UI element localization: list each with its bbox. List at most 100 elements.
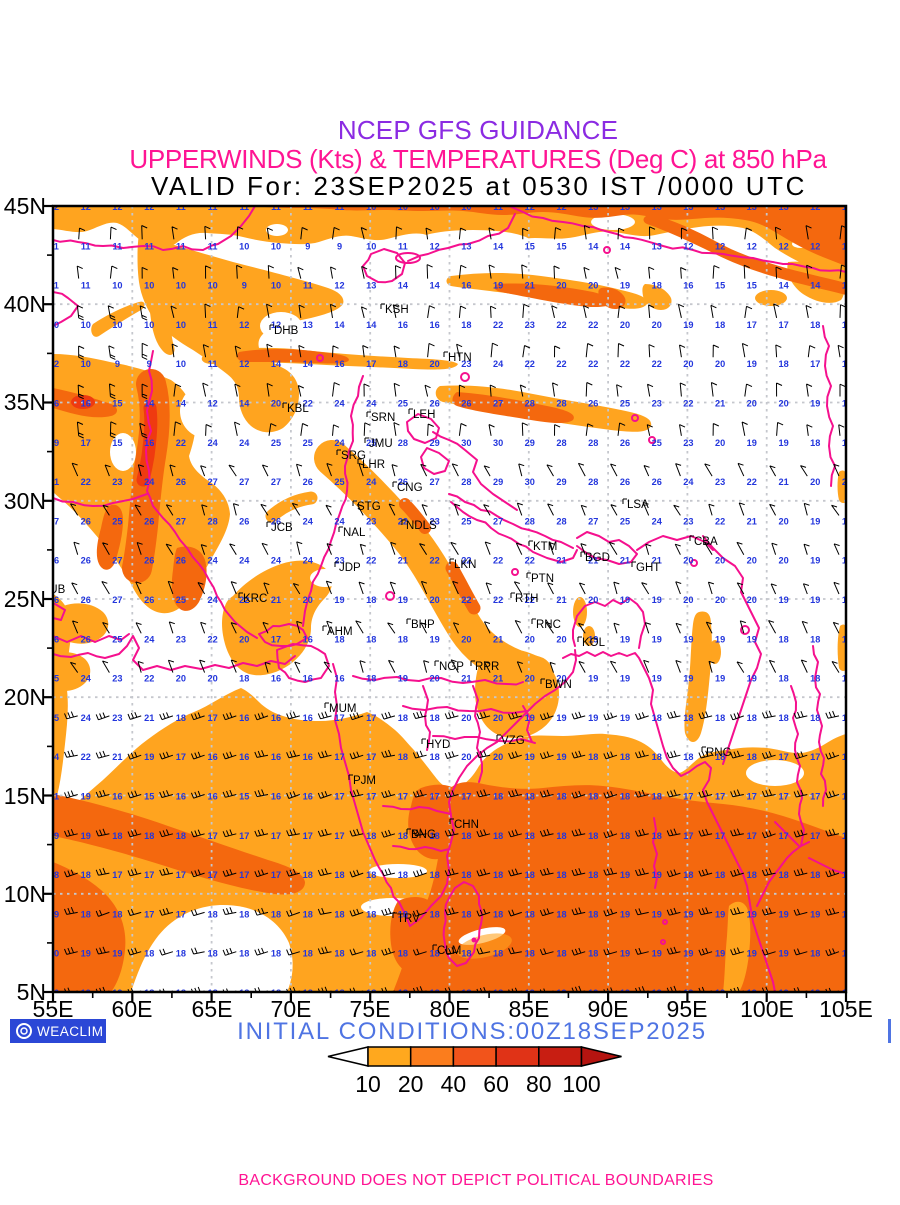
svg-text:18: 18 (461, 909, 471, 919)
svg-text:17: 17 (366, 792, 376, 802)
svg-text:9: 9 (147, 359, 152, 369)
svg-text:LSA: LSA (627, 499, 649, 511)
svg-text:10: 10 (366, 241, 376, 251)
svg-text:24: 24 (81, 713, 92, 723)
svg-text:16: 16 (842, 359, 852, 369)
svg-text:20: 20 (683, 359, 693, 369)
svg-text:10: 10 (112, 281, 122, 291)
svg-text:17: 17 (176, 909, 186, 919)
svg-text:21: 21 (652, 556, 662, 566)
svg-text:18: 18 (366, 831, 376, 841)
svg-text:12: 12 (810, 202, 820, 212)
svg-text:35N: 35N (4, 389, 46, 415)
svg-text:24: 24 (366, 477, 377, 487)
svg-text:16: 16 (303, 792, 313, 802)
svg-text:19: 19 (429, 634, 439, 644)
svg-text:22: 22 (588, 320, 598, 330)
svg-text:17: 17 (366, 752, 376, 762)
svg-text:19: 19 (81, 949, 91, 959)
svg-text:11: 11 (49, 241, 59, 251)
svg-text:23: 23 (176, 634, 186, 644)
svg-text:21: 21 (778, 477, 788, 487)
svg-text:20: 20 (525, 674, 535, 684)
svg-text:26: 26 (239, 516, 249, 526)
svg-text:18: 18 (81, 870, 91, 880)
svg-text:SRN: SRN (371, 412, 395, 424)
svg-text:BGD: BGD (585, 552, 610, 564)
svg-text:24: 24 (303, 516, 314, 526)
svg-text:23: 23 (334, 556, 344, 566)
svg-text:19: 19 (620, 988, 630, 998)
svg-text:PJM: PJM (353, 775, 376, 787)
svg-text:17: 17 (810, 792, 820, 802)
svg-text:17: 17 (778, 792, 788, 802)
svg-text:19: 19 (81, 792, 91, 802)
svg-text:24: 24 (207, 595, 218, 605)
svg-text:18: 18 (842, 713, 852, 723)
svg-text:19: 19 (588, 713, 598, 723)
svg-text:KOL: KOL (582, 637, 606, 649)
svg-text:26: 26 (81, 634, 91, 644)
svg-text:12: 12 (334, 281, 344, 291)
svg-text:60: 60 (483, 1071, 509, 1097)
svg-text:18: 18 (176, 988, 186, 998)
svg-text:18: 18 (747, 870, 757, 880)
svg-text:17: 17 (810, 359, 820, 369)
svg-text:18: 18 (810, 870, 820, 880)
svg-text:26: 26 (81, 595, 91, 605)
svg-text:17: 17 (810, 831, 820, 841)
svg-text:10: 10 (176, 359, 186, 369)
svg-text:18: 18 (652, 831, 662, 841)
svg-text:17: 17 (207, 831, 217, 841)
svg-text:18: 18 (366, 674, 376, 684)
svg-text:27: 27 (176, 516, 186, 526)
svg-text:22: 22 (429, 556, 439, 566)
svg-text:19: 19 (747, 359, 757, 369)
svg-text:19: 19 (144, 752, 154, 762)
svg-text:18: 18 (176, 713, 186, 723)
svg-text:10: 10 (176, 281, 186, 291)
svg-text:18: 18 (271, 909, 281, 919)
svg-text:19: 19 (493, 281, 503, 291)
svg-text:19: 19 (715, 949, 725, 959)
svg-text:17: 17 (207, 870, 217, 880)
svg-text:18: 18 (461, 320, 471, 330)
svg-text:21: 21 (525, 281, 535, 291)
svg-text:26: 26 (49, 556, 59, 566)
svg-text:28: 28 (556, 516, 566, 526)
svg-text:18: 18 (588, 870, 598, 880)
svg-text:18: 18 (429, 988, 439, 998)
svg-text:25: 25 (334, 477, 344, 487)
svg-text:19: 19 (620, 674, 630, 684)
svg-text:22: 22 (556, 359, 566, 369)
svg-text:23: 23 (112, 674, 122, 684)
svg-text:20: 20 (461, 713, 471, 723)
svg-text:BNG: BNG (411, 829, 436, 841)
svg-text:19: 19 (652, 870, 662, 880)
svg-text:11: 11 (303, 281, 313, 291)
svg-text:20: 20 (49, 949, 59, 959)
svg-text:20: 20 (747, 556, 757, 566)
svg-text:11: 11 (81, 241, 91, 251)
svg-text:18: 18 (842, 438, 852, 448)
svg-text:26: 26 (144, 595, 154, 605)
svg-text:10: 10 (176, 320, 186, 330)
svg-text:11: 11 (208, 320, 218, 330)
svg-text:HTN: HTN (448, 352, 472, 364)
svg-text:20: 20 (715, 595, 725, 605)
svg-text:12: 12 (112, 202, 122, 212)
svg-text:25: 25 (49, 674, 59, 684)
svg-text:17: 17 (842, 792, 852, 802)
svg-text:12: 12 (49, 202, 59, 212)
svg-text:26: 26 (144, 516, 154, 526)
svg-text:13: 13 (747, 202, 757, 212)
svg-text:17: 17 (239, 831, 249, 841)
svg-text:14: 14 (842, 281, 853, 291)
svg-text:18: 18 (334, 909, 344, 919)
svg-text:30: 30 (461, 438, 471, 448)
svg-text:18: 18 (652, 752, 662, 762)
svg-text:19: 19 (683, 320, 693, 330)
svg-text:17: 17 (778, 320, 788, 330)
svg-text:17: 17 (842, 752, 852, 762)
svg-text:LEH: LEH (413, 409, 435, 421)
